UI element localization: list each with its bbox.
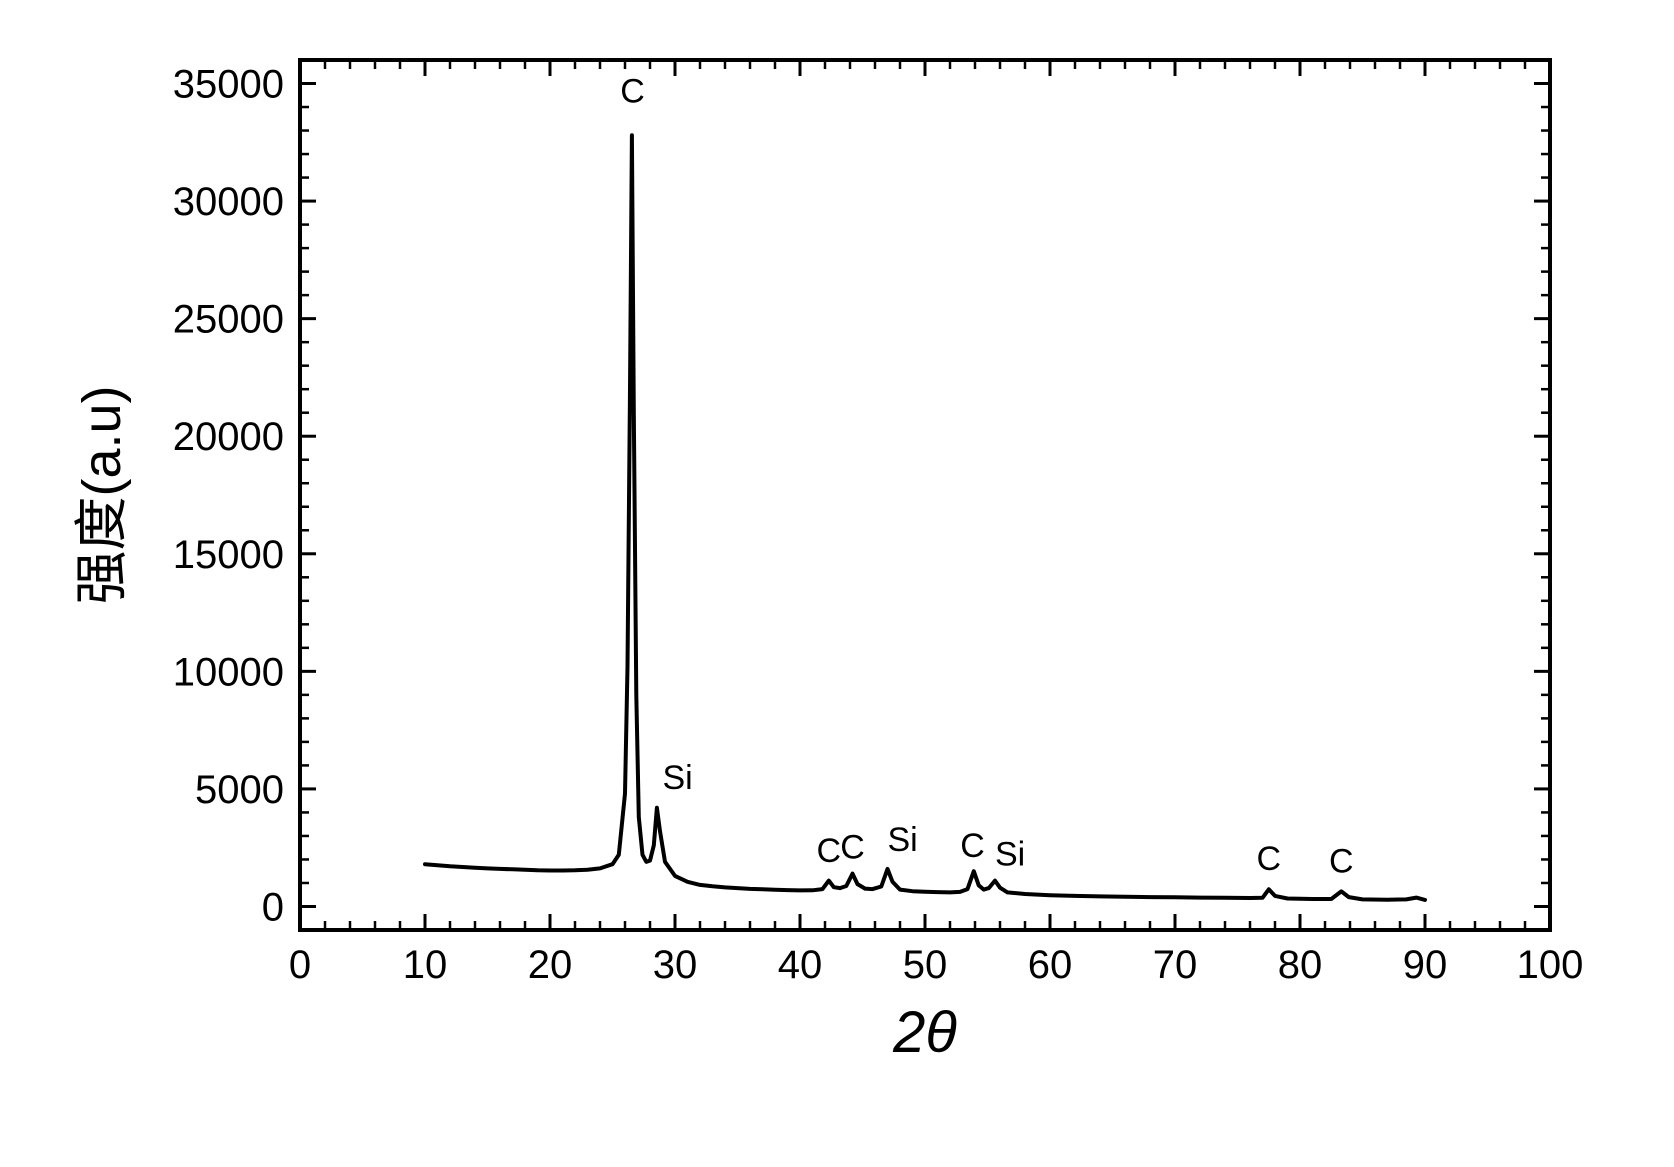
peak-label-c: C [960, 827, 985, 865]
x-tick-label: 30 [653, 943, 698, 987]
peak-label-si: Si [995, 835, 1025, 873]
y-tick-label: 35000 [173, 63, 284, 107]
x-tick-label: 40 [778, 943, 823, 987]
x-tick-label: 100 [1517, 943, 1584, 987]
x-axis-label: 2θ [892, 1000, 957, 1065]
y-tick-label: 25000 [173, 298, 284, 342]
y-tick-label: 10000 [173, 650, 284, 694]
x-tick-label: 20 [528, 943, 573, 987]
peak-label-c: C [840, 828, 865, 866]
peak-label-c: C [816, 832, 841, 870]
x-tick-label: 90 [1403, 943, 1448, 987]
peak-label-c: C [1329, 842, 1354, 880]
peak-label-si: Si [888, 821, 918, 859]
y-tick-label: 0 [262, 885, 284, 929]
y-axis-label: 强度(a.u) [72, 385, 132, 604]
x-tick-label: 0 [289, 943, 311, 987]
y-tick-label: 5000 [195, 768, 284, 812]
peak-label-si: Si [663, 759, 693, 797]
peak-label-c: C [620, 72, 645, 110]
peak-label-c: C [1256, 840, 1281, 878]
x-tick-label: 10 [403, 943, 448, 987]
x-tick-label: 50 [903, 943, 948, 987]
x-tick-label: 80 [1278, 943, 1323, 987]
xrd-spectrum-line [425, 135, 1425, 900]
plot-frame [300, 60, 1550, 930]
y-tick-label: 15000 [173, 533, 284, 577]
x-tick-label: 60 [1028, 943, 1073, 987]
x-tick-label: 70 [1153, 943, 1198, 987]
plot-frame-top [300, 60, 1550, 930]
y-tick-label: 30000 [173, 180, 284, 224]
y-tick-label: 20000 [173, 415, 284, 459]
xrd-chart: 0 10 20 30 40 50 60 70 80 90 100 0 5000 10000 15000 200… [50, 30, 1610, 1110]
chart-svg: 0 10 20 30 40 50 60 70 80 90 100 0 5000 10000 15000 200… [50, 30, 1610, 1110]
